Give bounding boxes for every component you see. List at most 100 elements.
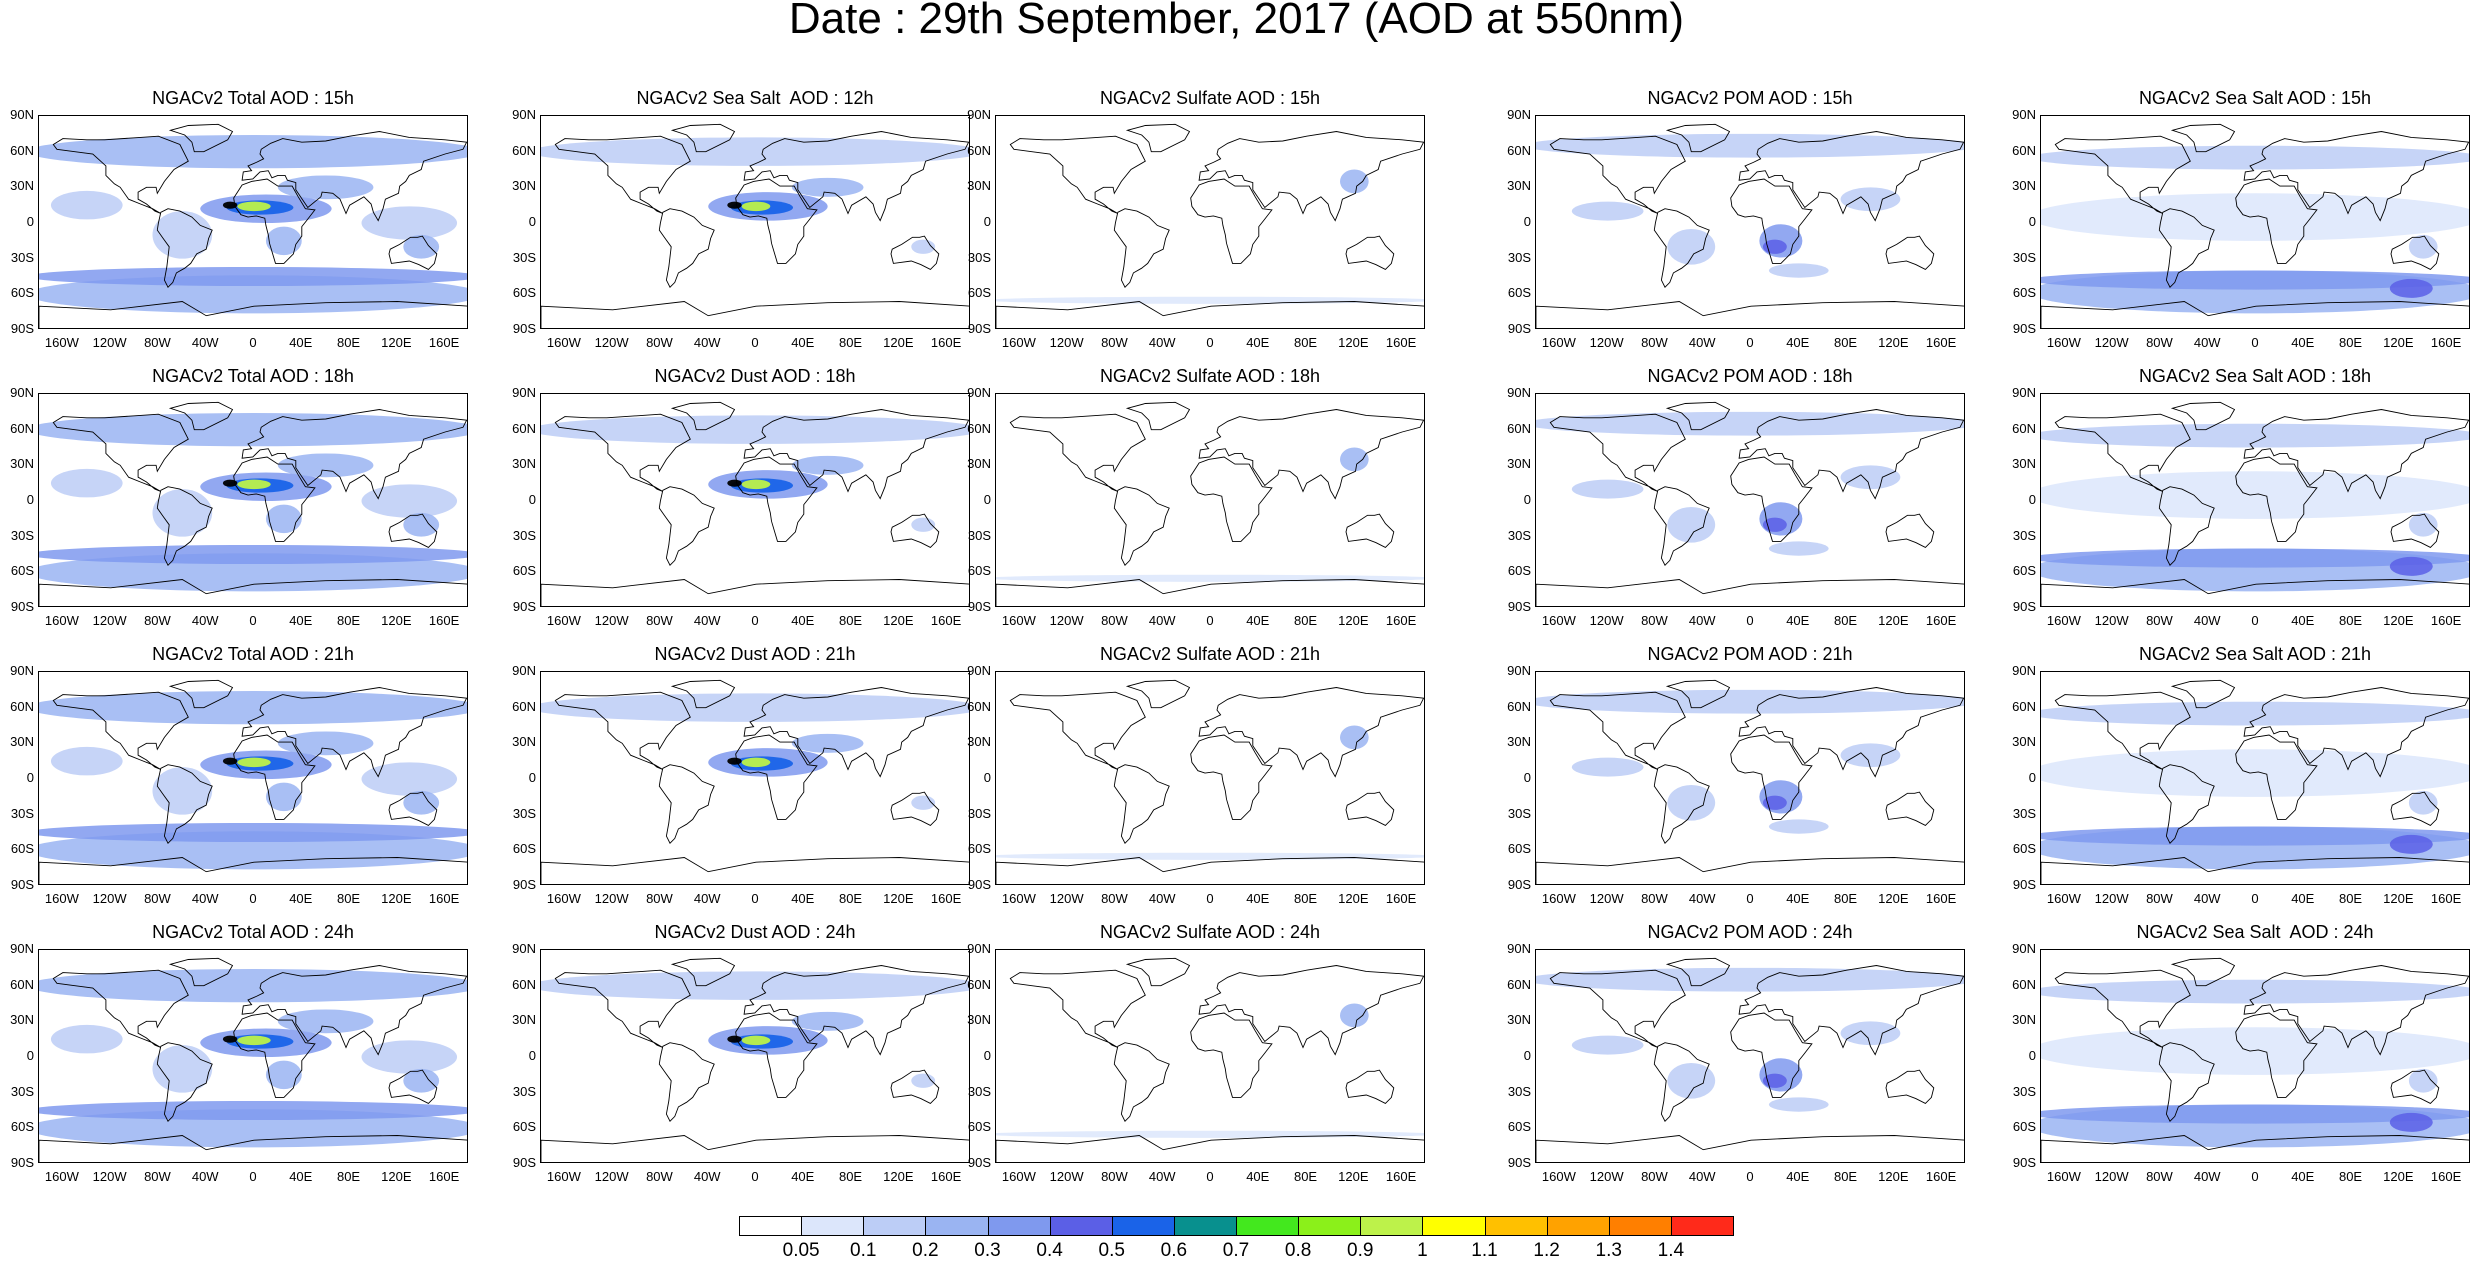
lon-tick-label: 80E	[1293, 335, 1318, 350]
coastline	[388, 513, 438, 548]
lon-tick-label: 0	[1746, 891, 1754, 906]
lat-tick-label: 30N	[1507, 456, 1531, 472]
lat-tick-label: 30S	[967, 249, 991, 265]
lon-tick-label: 40E	[2291, 1169, 2315, 1184]
lon-tick-label: 40W	[1148, 335, 1176, 350]
lat-tick-label: 30N	[967, 734, 991, 750]
coastline	[1125, 679, 1191, 709]
panel-title: NGACv2 Dust AOD : 21h	[654, 644, 856, 664]
lat-tick-label: 60S	[2012, 285, 2036, 301]
lon-tick-label: 160E	[428, 891, 460, 906]
lon-tick-label: 120W	[1049, 335, 1084, 350]
aod-contour	[222, 479, 238, 487]
lat-tick-label: 0	[1523, 1048, 1531, 1063]
lon-tick-label: 160W	[44, 891, 79, 906]
aod-contour	[2408, 1068, 2438, 1093]
aod-map	[996, 957, 1424, 1162]
panel-title: NGACv2 Sulfate AOD : 18h	[1099, 366, 1321, 386]
coastline	[1549, 135, 1686, 214]
coastline	[233, 456, 316, 542]
map-panel: NGACv2 Sea Salt AOD : 24h 90N 60N 30N 0 30S 60…	[2012, 922, 2473, 1184]
aod-contour	[1571, 757, 1644, 777]
coastline	[1009, 691, 1146, 770]
lon-tick-label: 40W	[1148, 891, 1176, 906]
lat-tick-label: 90N	[10, 663, 34, 678]
panel-title: NGACv2 Total AOD : 21h	[152, 644, 354, 664]
coastline	[52, 691, 189, 770]
coastline	[670, 957, 736, 987]
lat-tick-label: 30N	[512, 734, 536, 750]
lon-tick-label: 80E	[2338, 335, 2363, 350]
aod-contour	[1571, 1035, 1644, 1055]
lat-tick-label: 30S	[512, 249, 536, 265]
aod-contour	[541, 971, 969, 1000]
aod-contour	[1340, 169, 1369, 194]
aod-contour	[791, 455, 864, 475]
lon-tick-label: 120E	[883, 1169, 914, 1184]
coastline	[2170, 957, 2236, 987]
aod-contour	[1536, 411, 1964, 436]
lat-tick-label: 90N	[967, 385, 991, 400]
aod-contour	[361, 762, 458, 796]
lon-tick-label: 0	[249, 335, 257, 350]
aod-contour	[727, 479, 742, 487]
lon-tick-label: 120W	[1589, 1169, 1624, 1184]
lon-tick-label: 120W	[2094, 335, 2129, 350]
coastline	[1198, 687, 1424, 778]
coastline	[1190, 178, 1273, 264]
lon-tick-label: 160W	[2046, 1169, 2081, 1184]
coastline	[156, 208, 213, 288]
coastline	[554, 413, 691, 492]
lat-tick-label: 30S	[512, 527, 536, 543]
lon-tick-label: 120E	[381, 1169, 412, 1184]
coastline	[1885, 235, 1935, 270]
panel-title: NGACv2 POM AOD : 18h	[1647, 366, 1853, 386]
coastline	[1125, 123, 1191, 153]
lon-tick-label: 160E	[1385, 613, 1417, 628]
map-frame	[2040, 671, 2470, 885]
coastline	[1665, 679, 1731, 709]
lon-tick-label: 80W	[2146, 613, 2173, 628]
aod-contour	[2041, 749, 2469, 797]
coastline	[2235, 734, 2318, 820]
lat-tick-label: 60N	[10, 976, 34, 992]
lat-tick-label: 60N	[967, 420, 991, 436]
lat-tick-label: 30S	[10, 805, 34, 821]
coastline	[1536, 1135, 1964, 1162]
lon-tick-label: 80W	[1641, 335, 1668, 350]
aod-contour	[741, 201, 771, 212]
lon-tick-label: 0	[1206, 1169, 1214, 1184]
map-frame	[540, 115, 970, 329]
lat-tick-label: 30N	[512, 178, 536, 194]
lon-tick-label: 40W	[1688, 335, 1716, 350]
lon-tick-label: 120W	[1589, 613, 1624, 628]
lon-tick-label: 80W	[1641, 613, 1668, 628]
lat-tick-label: 90N	[967, 941, 991, 956]
lon-tick-label: 120E	[381, 613, 412, 628]
lon-tick-label: 120W	[1049, 613, 1084, 628]
aod-contour	[361, 1040, 458, 1074]
aod-map	[541, 401, 969, 606]
coastline	[890, 1069, 940, 1104]
aod-map	[39, 679, 467, 884]
lon-tick-label: 160E	[2430, 891, 2462, 906]
lat-tick-label: 0	[983, 214, 991, 229]
lat-tick-label: 90S	[512, 321, 536, 336]
aod-contour	[361, 206, 458, 240]
colorbar-swatch	[925, 1216, 989, 1236]
lon-tick-label: 80W	[1641, 1169, 1668, 1184]
aod-contour	[265, 1060, 302, 1090]
aod-contour	[2041, 471, 2469, 519]
aod-contour	[277, 175, 374, 200]
lon-tick-label: 160E	[930, 335, 962, 350]
lat-tick-label: 30S	[967, 527, 991, 543]
lon-tick-label: 120W	[1589, 335, 1624, 350]
lat-tick-label: 0	[1523, 214, 1531, 229]
lon-tick-label: 40E	[1786, 1169, 1810, 1184]
lat-tick-label: 60N	[512, 142, 536, 158]
lat-tick-label: 60N	[512, 698, 536, 714]
lon-tick-label: 80W	[646, 1169, 673, 1184]
coastline	[388, 1069, 438, 1104]
lon-tick-label: 120W	[1589, 891, 1624, 906]
aod-map	[1536, 123, 1964, 328]
